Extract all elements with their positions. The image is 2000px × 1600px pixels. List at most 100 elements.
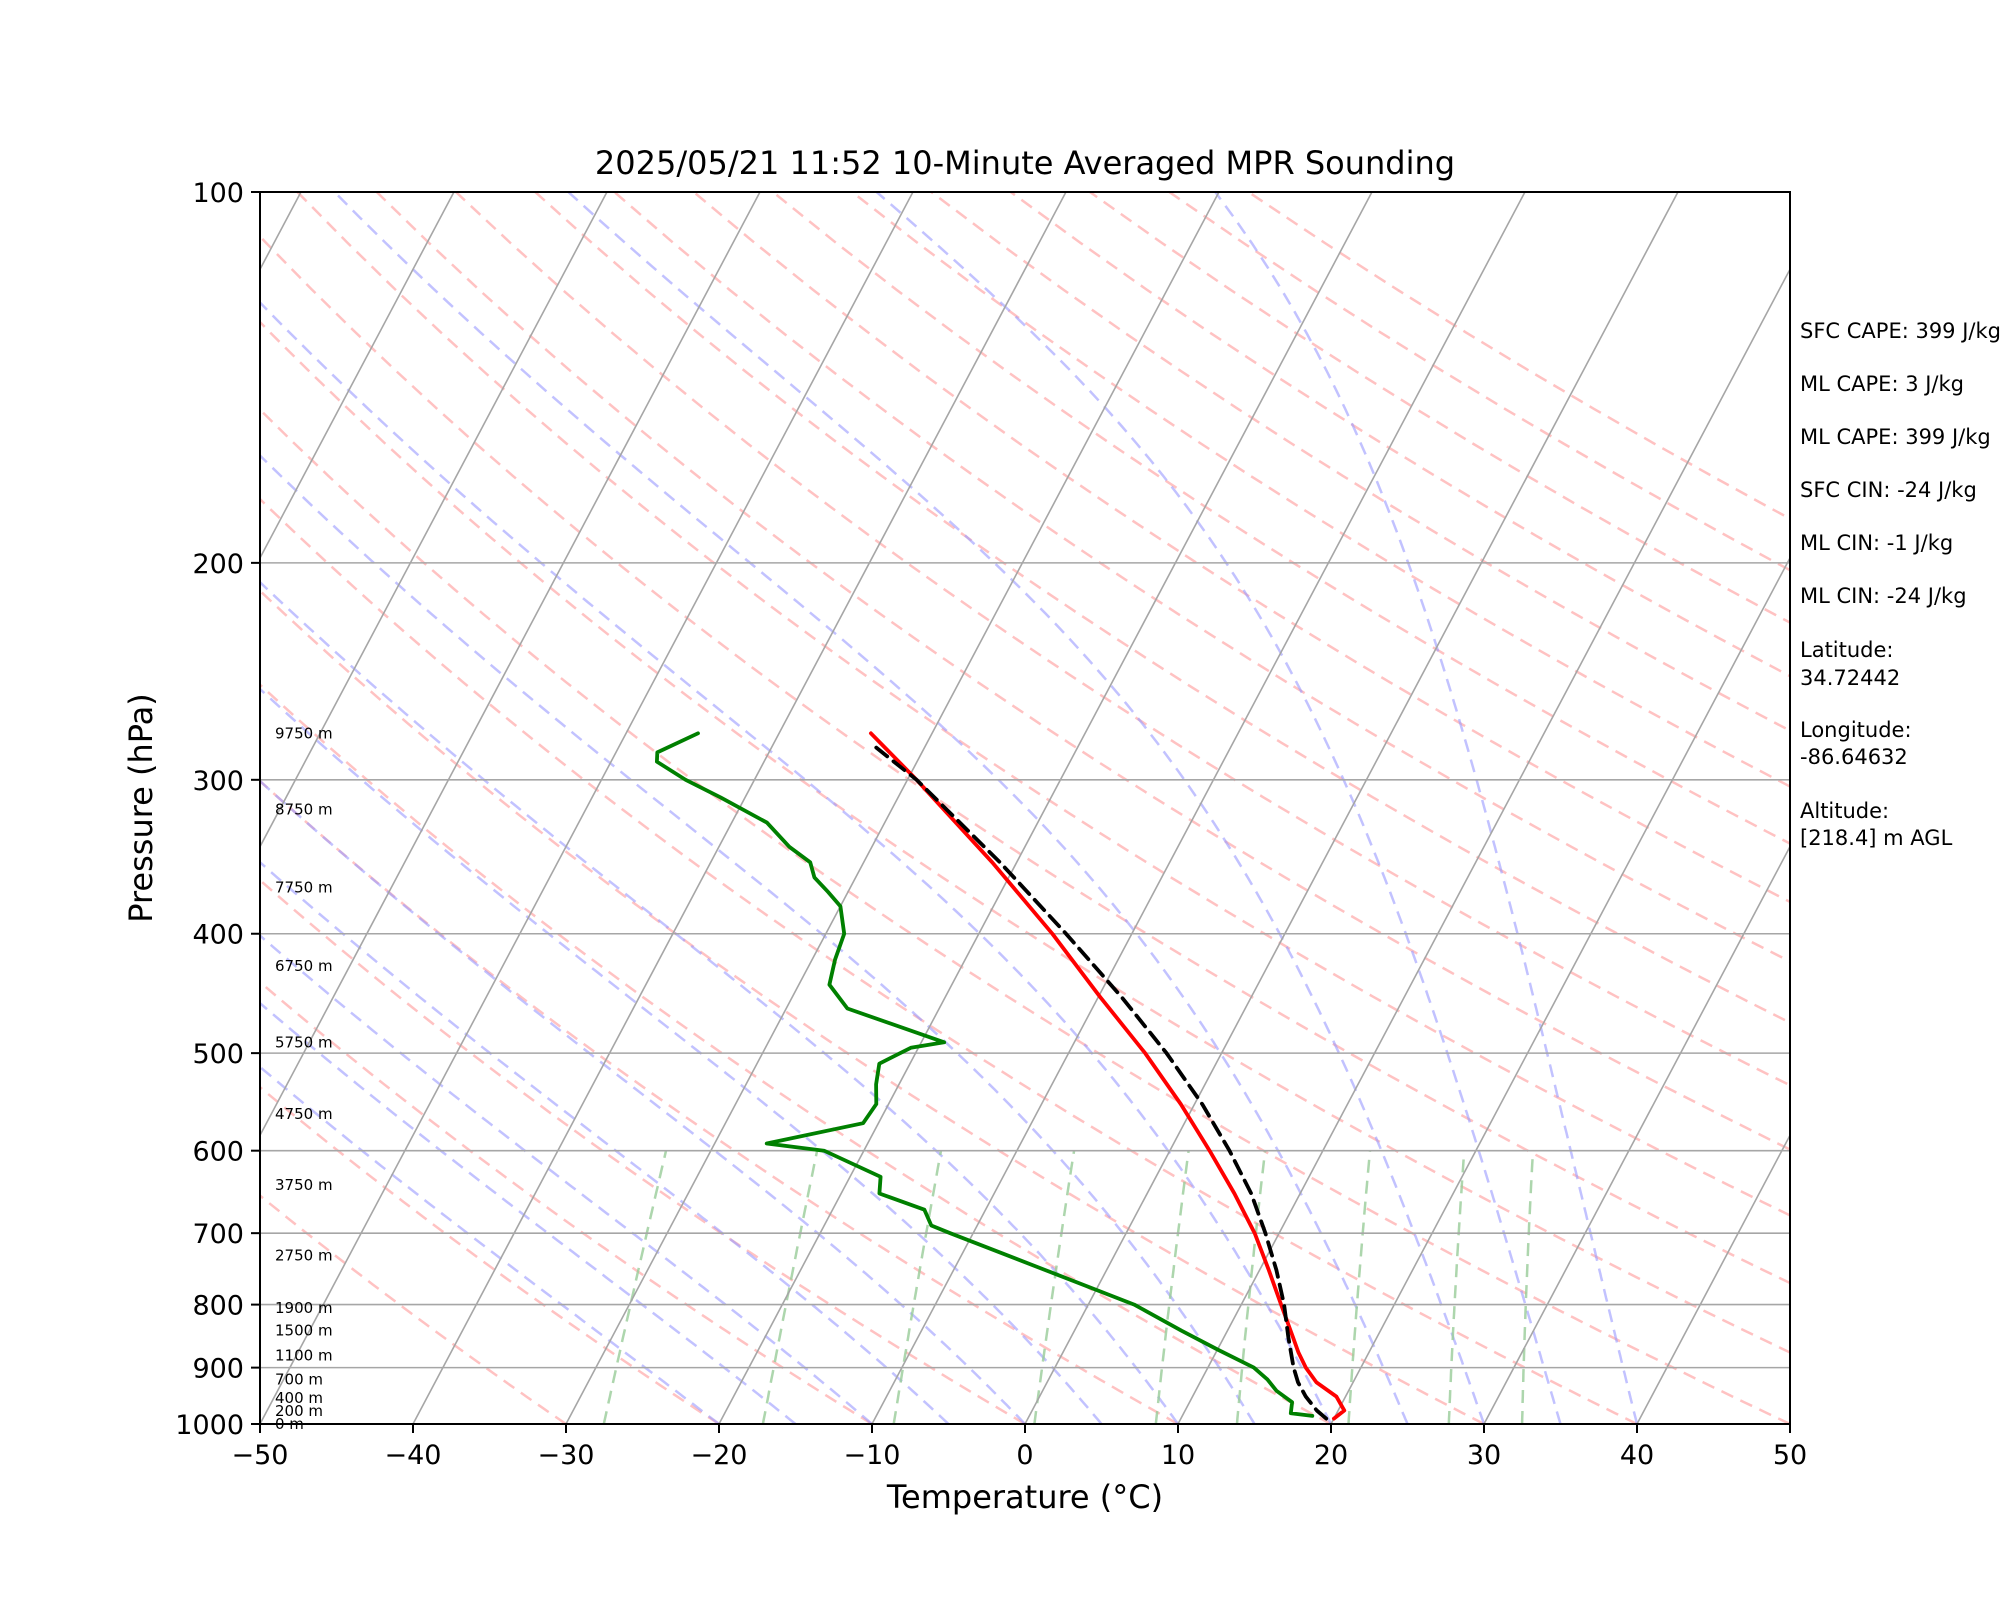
mixing-ratio-line [1347, 1150, 1372, 1424]
moist-adiabat [333, 192, 1409, 1424]
height-label: 0 m [275, 1415, 304, 1433]
y-tick-label: 100 [192, 178, 244, 209]
x-tick-label: 30 [1467, 1440, 1501, 1471]
mixing-ratio-line [1235, 1150, 1267, 1424]
moist-adiabat [260, 779, 1026, 1424]
moist-adiabat [260, 933, 873, 1424]
dry-adiabat [260, 779, 1179, 1424]
height-label: 5750 m [275, 1033, 333, 1051]
x-tick-label: 10 [1161, 1440, 1195, 1471]
x-tick-label: −10 [844, 1440, 901, 1471]
parcel-profile-line [868, 741, 1329, 1421]
moist-adiabat [260, 453, 1256, 1424]
height-label: 1900 m [275, 1299, 333, 1317]
dry-adiabat [260, 1194, 567, 1424]
x-axis-label: Temperature (°C) [886, 1478, 1163, 1516]
y-tick-label: 300 [192, 766, 244, 797]
isotherm [871, 192, 1526, 1424]
x-tick-label: 40 [1620, 1440, 1654, 1471]
y-tick-label: 900 [192, 1354, 244, 1385]
y-tick-label: 400 [192, 920, 244, 951]
info-line: Altitude: [1800, 799, 1889, 823]
moist-adiabat [260, 687, 1103, 1424]
height-label: 8750 m [275, 800, 333, 818]
dry-adiabat [260, 407, 1790, 1424]
mixing-ratio-line [602, 1150, 668, 1424]
dry-adiabat [692, 192, 1790, 904]
y-tick-label: 600 [192, 1137, 244, 1168]
info-line: SFC CIN: -24 J/kg [1800, 478, 1977, 502]
isotherm [1483, 844, 1790, 1424]
x-tick-label: 20 [1314, 1440, 1348, 1471]
info-line: ML CIN: -1 J/kg [1800, 531, 1953, 555]
temperature-line [869, 731, 1347, 1421]
isotherm [718, 192, 1373, 1424]
moist-adiabat [1214, 192, 1639, 1424]
moist-adiabat [260, 580, 1180, 1424]
isotherm [1024, 192, 1679, 1424]
y-tick-label: 500 [192, 1039, 244, 1070]
height-label: 9750 m [275, 724, 333, 742]
mixing-ratio-line [1154, 1150, 1190, 1424]
y-tick-label: 700 [192, 1219, 244, 1250]
mixing-ratio-line [761, 1150, 819, 1424]
dry-adiabat [260, 683, 1332, 1424]
height-label: 700 m [275, 1370, 323, 1388]
dewpoint-line [655, 731, 1315, 1418]
height-label: 1100 m [275, 1347, 333, 1365]
isotherm [260, 192, 608, 849]
x-tick-label: −40 [385, 1440, 442, 1471]
dry-adiabat [851, 192, 1790, 788]
isotherm [260, 192, 914, 1424]
moist-adiabat [875, 192, 1562, 1424]
info-line: ML CAPE: 3 J/kg [1800, 372, 1964, 396]
height-label: 7750 m [275, 879, 333, 897]
moist-adiabat [260, 300, 1333, 1424]
x-tick-label: −50 [232, 1440, 289, 1471]
dry-adiabat [772, 192, 1790, 845]
y-tick-label: 1000 [175, 1410, 244, 1441]
info-line: 34.72442 [1800, 666, 1900, 690]
mixing-ratio-line [1033, 1150, 1076, 1424]
chart-title: 2025/05/21 11:52 10-Minute Averaged MPR … [595, 144, 1455, 182]
dry-adiabat [260, 234, 1790, 1285]
isotherm [1177, 267, 1790, 1424]
y-axis-label: Pressure (hPa) [122, 693, 160, 923]
height-label: 6750 m [275, 957, 333, 975]
info-line: SFC CAPE: 399 J/kg [1800, 319, 2000, 343]
height-label: 4750 m [275, 1105, 333, 1123]
x-tick-label: 50 [1773, 1440, 1807, 1471]
mixing-ratio-line [1520, 1150, 1535, 1424]
dry-adiabat [260, 497, 1638, 1424]
y-tick-label: 200 [192, 549, 244, 580]
height-label: 3750 m [275, 1176, 333, 1194]
info-panel: SFC CAPE: 399 J/kg ML CAPE: 3 J/kg ML CAPE… [1800, 319, 2000, 850]
isotherm [260, 192, 761, 1138]
mixing-ratio-line [1447, 1150, 1466, 1424]
dry-adiabat [260, 1085, 720, 1424]
dry-adiabat [260, 320, 1790, 1354]
dry-adiabat [260, 589, 1485, 1424]
isotherm [565, 192, 1220, 1424]
isotherm [1636, 1133, 1790, 1424]
dry-adiabat [375, 192, 1790, 1151]
isotherm [1330, 556, 1790, 1424]
y-tick-label: 800 [192, 1291, 244, 1322]
info-line: Longitude: [1800, 718, 1912, 742]
x-tick-label: −20 [691, 1440, 748, 1471]
height-label: 400 m [275, 1389, 323, 1407]
x-tick-label: 0 [1016, 1440, 1033, 1471]
info-line: [218.4] m AGL [1800, 826, 1953, 850]
x-tick-label: −30 [538, 1440, 595, 1471]
mixing-ratio-line [892, 1150, 943, 1424]
height-label: 1500 m [275, 1322, 333, 1340]
info-line: ML CIN: -24 J/kg [1800, 584, 1967, 608]
height-label: 2750 m [275, 1247, 333, 1265]
height-label: 200 m [275, 1402, 323, 1420]
isotherm [260, 192, 455, 560]
info-line: -86.64632 [1800, 745, 1908, 769]
dry-adiabat [296, 192, 1790, 1217]
info-line: Latitude: [1800, 638, 1894, 662]
